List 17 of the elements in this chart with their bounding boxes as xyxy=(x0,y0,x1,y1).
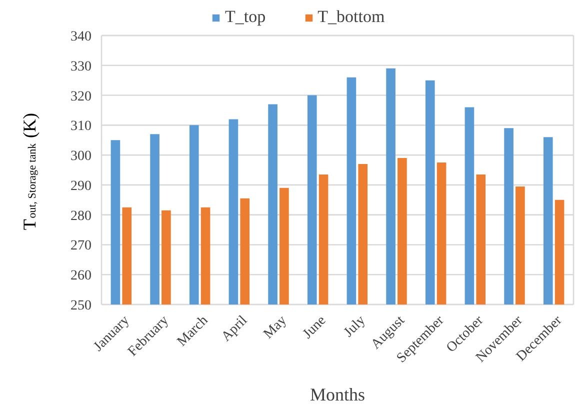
y-tick-label: 310 xyxy=(70,119,92,134)
x-tick-label: June xyxy=(300,313,330,342)
y-tick-label: 260 xyxy=(70,268,92,284)
y-tick-label: 270 xyxy=(70,238,92,254)
x-axis-title: Months xyxy=(310,384,366,404)
y-tick-label: 280 xyxy=(70,208,92,224)
legend-label: T_top xyxy=(225,7,266,27)
y-tick-label: 300 xyxy=(70,149,92,164)
legend-label: T_bottom xyxy=(318,7,385,27)
y-tick-label: 250 xyxy=(70,298,92,314)
y-tick-label: 330 xyxy=(70,59,92,74)
y-tick-label: 340 xyxy=(70,30,92,44)
x-tick-label: July xyxy=(341,313,368,340)
y-axis-title: Tout, Storage tank (K) xyxy=(20,112,40,230)
y-tick-label: 290 xyxy=(70,178,92,194)
x-tick-label: May xyxy=(261,313,290,342)
y-tick-label: 320 xyxy=(70,89,92,104)
